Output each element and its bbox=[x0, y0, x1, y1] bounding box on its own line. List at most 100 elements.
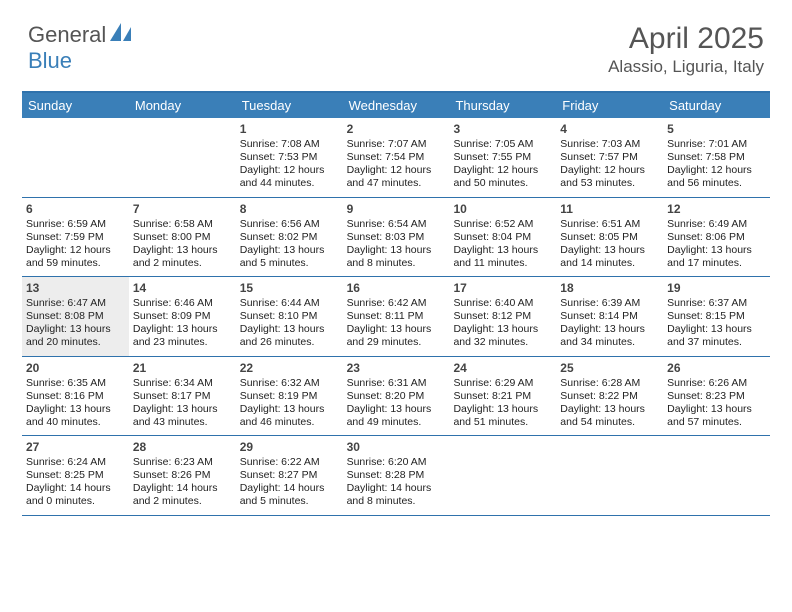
dayname-wednesday: Wednesday bbox=[343, 93, 450, 118]
day-info: Sunrise: 6:51 AMSunset: 8:05 PMDaylight:… bbox=[560, 218, 659, 271]
day-cell-18: 18Sunrise: 6:39 AMSunset: 8:14 PMDayligh… bbox=[556, 277, 663, 356]
header: General April 2025 Alassio, Liguria, Ita… bbox=[0, 0, 792, 85]
day-cell-8: 8 Sunrise: 6:56 AMSunset: 8:02 PMDaylight… bbox=[236, 198, 343, 277]
day-info: Sunrise: 6:58 AMSunset: 8:00 PMDaylight:… bbox=[133, 218, 232, 271]
dayname-saturday: Saturday bbox=[663, 93, 770, 118]
day-cell-22: 22 Sunrise: 6:32 AMSunset: 8:19 PMDayligh… bbox=[236, 357, 343, 436]
day-number: 14 bbox=[133, 281, 232, 295]
week-row: 27Sunrise: 6:24 AMSunset: 8:25 PMDayligh… bbox=[22, 436, 770, 516]
day-info: Sunrise: 6:42 AMSunset: 8:11 PMDaylight:… bbox=[347, 297, 446, 350]
day-cell-29: 29Sunrise: 6:22 AMSunset: 8:27 PMDayligh… bbox=[236, 436, 343, 515]
day-cell-12: 12Sunrise: 6:49 AMSunset: 8:06 PMDayligh… bbox=[663, 198, 770, 277]
day-number: 21 bbox=[133, 361, 232, 375]
day-info: Sunrise: 6:22 AMSunset: 8:27 PMDaylight:… bbox=[240, 456, 339, 509]
day-info: Sunrise: 6:26 AMSunset: 8:23 PMDaylight:… bbox=[667, 377, 766, 430]
day-info: Sunrise: 7:03 AMSunset: 7:57 PMDaylight:… bbox=[560, 138, 659, 191]
day-cell-5: 5 Sunrise: 7:01 AMSunset: 7:58 PMDaylight… bbox=[663, 118, 770, 197]
day-cell-14: 14 Sunrise: 6:46 AMSunset: 8:09 PMDayligh… bbox=[129, 277, 236, 356]
day-number: 30 bbox=[347, 440, 446, 454]
day-cell-2: 2 Sunrise: 7:07 AMSunset: 7:54 PMDaylight… bbox=[343, 118, 450, 197]
day-number: 15 bbox=[240, 281, 339, 295]
day-cell-21: 21 Sunrise: 6:34 AMSunset: 8:17 PMDayligh… bbox=[129, 357, 236, 436]
day-number: 11 bbox=[560, 202, 659, 216]
day-number: 16 bbox=[347, 281, 446, 295]
day-info: Sunrise: 6:44 AMSunset: 8:10 PMDaylight:… bbox=[240, 297, 339, 350]
empty-cell bbox=[129, 118, 236, 197]
empty-cell bbox=[663, 436, 770, 515]
day-number: 20 bbox=[26, 361, 125, 375]
logo-text-blue-wrap: Blue bbox=[28, 48, 72, 74]
logo: General bbox=[28, 22, 138, 48]
logo-text-general: General bbox=[28, 22, 106, 48]
dayname-tuesday: Tuesday bbox=[236, 93, 343, 118]
day-number: 23 bbox=[347, 361, 446, 375]
dayname-row: SundayMondayTuesdayWednesdayThursdayFrid… bbox=[22, 93, 770, 118]
day-info: Sunrise: 6:40 AMSunset: 8:12 PMDaylight:… bbox=[453, 297, 552, 350]
day-cell-3: 3 Sunrise: 7:05 AMSunset: 7:55 PMDaylight… bbox=[449, 118, 556, 197]
day-cell-4: 4 Sunrise: 7:03 AMSunset: 7:57 PMDaylight… bbox=[556, 118, 663, 197]
empty-cell bbox=[22, 118, 129, 197]
week-row: 20Sunrise: 6:35 AMSunset: 8:16 PMDayligh… bbox=[22, 357, 770, 437]
day-number: 24 bbox=[453, 361, 552, 375]
day-info: Sunrise: 7:01 AMSunset: 7:58 PMDaylight:… bbox=[667, 138, 766, 191]
day-info: Sunrise: 7:08 AMSunset: 7:53 PMDaylight:… bbox=[240, 138, 339, 191]
day-cell-15: 15 Sunrise: 6:44 AMSunset: 8:10 PMDayligh… bbox=[236, 277, 343, 356]
day-info: Sunrise: 7:07 AMSunset: 7:54 PMDaylight:… bbox=[347, 138, 446, 191]
day-number: 10 bbox=[453, 202, 552, 216]
day-number: 1 bbox=[240, 122, 339, 136]
dayname-sunday: Sunday bbox=[22, 93, 129, 118]
day-info: Sunrise: 6:24 AMSunset: 8:25 PMDaylight:… bbox=[26, 456, 125, 509]
day-cell-20: 20Sunrise: 6:35 AMSunset: 8:16 PMDayligh… bbox=[22, 357, 129, 436]
day-info: Sunrise: 6:32 AMSunset: 8:19 PMDaylight:… bbox=[240, 377, 339, 430]
day-number: 4 bbox=[560, 122, 659, 136]
day-cell-13: 13Sunrise: 6:47 AMSunset: 8:08 PMDayligh… bbox=[22, 277, 129, 356]
day-info: Sunrise: 6:20 AMSunset: 8:28 PMDaylight:… bbox=[347, 456, 446, 509]
day-number: 19 bbox=[667, 281, 766, 295]
day-info: Sunrise: 6:23 AMSunset: 8:26 PMDaylight:… bbox=[133, 456, 232, 509]
day-number: 26 bbox=[667, 361, 766, 375]
logo-text-blue: Blue bbox=[28, 48, 72, 73]
day-cell-17: 17 Sunrise: 6:40 AMSunset: 8:12 PMDayligh… bbox=[449, 277, 556, 356]
day-info: Sunrise: 6:52 AMSunset: 8:04 PMDaylight:… bbox=[453, 218, 552, 271]
day-cell-16: 16 Sunrise: 6:42 AMSunset: 8:11 PMDayligh… bbox=[343, 277, 450, 356]
day-number: 2 bbox=[347, 122, 446, 136]
day-info: Sunrise: 6:29 AMSunset: 8:21 PMDaylight:… bbox=[453, 377, 552, 430]
day-number: 25 bbox=[560, 361, 659, 375]
day-info: Sunrise: 6:37 AMSunset: 8:15 PMDaylight:… bbox=[667, 297, 766, 350]
day-info: Sunrise: 6:31 AMSunset: 8:20 PMDaylight:… bbox=[347, 377, 446, 430]
day-info: Sunrise: 6:49 AMSunset: 8:06 PMDaylight:… bbox=[667, 218, 766, 271]
day-number: 8 bbox=[240, 202, 339, 216]
day-cell-6: 6Sunrise: 6:59 AMSunset: 7:59 PMDaylight… bbox=[22, 198, 129, 277]
day-cell-24: 24 Sunrise: 6:29 AMSunset: 8:21 PMDayligh… bbox=[449, 357, 556, 436]
week-row: 13Sunrise: 6:47 AMSunset: 8:08 PMDayligh… bbox=[22, 277, 770, 357]
calendar: SundayMondayTuesdayWednesdayThursdayFrid… bbox=[22, 91, 770, 516]
page-title: April 2025 bbox=[608, 22, 764, 55]
day-number: 6 bbox=[26, 202, 125, 216]
day-number: 3 bbox=[453, 122, 552, 136]
day-cell-30: 30 Sunrise: 6:20 AMSunset: 8:28 PMDayligh… bbox=[343, 436, 450, 515]
day-number: 5 bbox=[667, 122, 766, 136]
day-cell-27: 27Sunrise: 6:24 AMSunset: 8:25 PMDayligh… bbox=[22, 436, 129, 515]
day-info: Sunrise: 6:56 AMSunset: 8:02 PMDaylight:… bbox=[240, 218, 339, 271]
empty-cell bbox=[449, 436, 556, 515]
day-number: 22 bbox=[240, 361, 339, 375]
day-cell-28: 28 Sunrise: 6:23 AMSunset: 8:26 PMDayligh… bbox=[129, 436, 236, 515]
day-number: 7 bbox=[133, 202, 232, 216]
day-number: 9 bbox=[347, 202, 446, 216]
dayname-monday: Monday bbox=[129, 93, 236, 118]
day-info: Sunrise: 6:28 AMSunset: 8:22 PMDaylight:… bbox=[560, 377, 659, 430]
day-info: Sunrise: 6:46 AMSunset: 8:09 PMDaylight:… bbox=[133, 297, 232, 350]
sail-icon bbox=[110, 23, 136, 48]
title-block: April 2025 Alassio, Liguria, Italy bbox=[608, 22, 764, 77]
day-info: Sunrise: 6:34 AMSunset: 8:17 PMDaylight:… bbox=[133, 377, 232, 430]
day-info: Sunrise: 6:39 AMSunset: 8:14 PMDaylight:… bbox=[560, 297, 659, 350]
day-cell-10: 10 Sunrise: 6:52 AMSunset: 8:04 PMDayligh… bbox=[449, 198, 556, 277]
day-number: 13 bbox=[26, 281, 125, 295]
day-number: 28 bbox=[133, 440, 232, 454]
day-number: 17 bbox=[453, 281, 552, 295]
day-cell-7: 7 Sunrise: 6:58 AMSunset: 8:00 PMDaylight… bbox=[129, 198, 236, 277]
week-row: 1 Sunrise: 7:08 AMSunset: 7:53 PMDaylight… bbox=[22, 118, 770, 198]
dayname-thursday: Thursday bbox=[449, 93, 556, 118]
day-info: Sunrise: 7:05 AMSunset: 7:55 PMDaylight:… bbox=[453, 138, 552, 191]
location-label: Alassio, Liguria, Italy bbox=[608, 57, 764, 77]
